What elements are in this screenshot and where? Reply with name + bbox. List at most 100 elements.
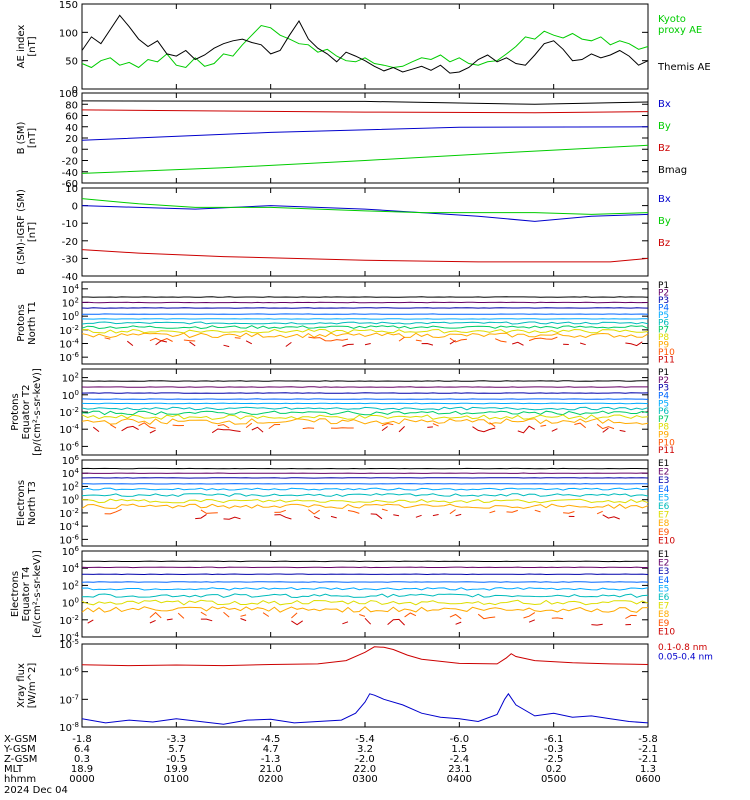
y-tick-label: 100	[62, 389, 79, 402]
flux-line-P8	[81, 414, 649, 420]
flux-line-E9	[506, 509, 518, 513]
legend-entry: Bz	[658, 143, 670, 154]
y-tick-label: 100	[59, 89, 78, 100]
y-axis-label: Equator T4	[21, 567, 32, 622]
series-line-0.1-0.8-nm	[81, 646, 649, 667]
legend-entry: P5	[658, 311, 669, 321]
ephemeris-value: 1.5	[451, 744, 467, 755]
legend-entry: E10	[658, 627, 675, 637]
flux-line-E10	[291, 620, 303, 626]
legend-entry: E2	[658, 559, 669, 569]
legend-entry: Bmag	[658, 165, 687, 176]
flux-line-P10	[574, 422, 587, 429]
flux-line-P10	[138, 422, 156, 429]
series-line-Bz	[81, 109, 649, 114]
y-tick-label: 100	[62, 310, 79, 323]
flux-line-E10	[415, 514, 422, 518]
y-tick-label: 100	[59, 28, 78, 39]
flux-line-P9	[81, 332, 649, 339]
y-axis-label: Xray flux	[16, 663, 27, 708]
ephemeris-value: 0000	[69, 774, 94, 785]
ephemeris-row-label: hhmm	[4, 774, 36, 785]
y-axis-label: [W/m^2]	[27, 663, 38, 709]
y-tick-label: -40	[62, 168, 78, 179]
flux-line-P10	[381, 422, 394, 427]
flux-line-P11	[342, 343, 354, 347]
flux-line-E9	[523, 612, 536, 619]
date-label: 2024 Dec 04	[4, 785, 68, 796]
flux-line-E4	[81, 581, 649, 583]
flux-line-P11	[223, 344, 230, 348]
flux-line-E9	[200, 611, 207, 616]
ephemeris-row-label: Z-GSM	[4, 754, 37, 765]
y-tick-label: 10-2	[59, 507, 79, 520]
panel-frame-peq	[81, 368, 649, 456]
y-tick-label: 10	[65, 184, 78, 195]
legend-entry: P1	[658, 281, 669, 291]
y-axis-label: [nT]	[27, 222, 38, 242]
flux-line-E3	[82, 573, 649, 576]
flux-line-P10	[302, 427, 315, 430]
flux-line-E9	[274, 509, 286, 513]
y-tick-label: 104	[62, 562, 80, 575]
ephemeris-value: -0.3	[544, 744, 564, 755]
y-tick-label: 10-6	[59, 666, 79, 679]
y-axis-label: Electrons	[16, 480, 27, 526]
y-axis-label: [e/(cm²-s-sr-keV)]	[32, 550, 43, 638]
y-tick-label: 104	[62, 283, 80, 296]
ephemeris-value: -4.5	[261, 734, 281, 745]
flux-line-E10	[342, 621, 349, 625]
legend-entry: P9	[658, 341, 669, 351]
legend-entry: E8	[658, 519, 670, 529]
y-tick-label: 10-8	[59, 721, 79, 734]
legend-entry: P7	[658, 326, 669, 336]
flux-line-P11	[551, 428, 558, 432]
flux-line-E10	[274, 514, 292, 520]
flux-line-P10	[540, 424, 547, 427]
flux-line-P10	[495, 338, 507, 343]
legend-entry: Themis AE	[657, 62, 711, 73]
y-axis-label: North T3	[27, 481, 38, 525]
y-tick-label: 40	[65, 123, 78, 134]
legend-entry: P4	[658, 303, 669, 313]
series-line-Bmag	[81, 100, 649, 105]
y-tick-label: 10-6	[59, 351, 79, 364]
ephemeris-row-label: MLT	[4, 764, 24, 775]
flux-line-P11	[211, 428, 241, 434]
ephemeris-value: 0600	[635, 774, 660, 785]
legend-entry: Bz	[658, 238, 670, 249]
ephemeris-value: 0400	[447, 774, 472, 785]
y-tick-label: 106	[62, 545, 80, 558]
y-tick-label: -10	[62, 219, 78, 230]
legend-entry: P8	[658, 423, 669, 433]
flux-line-P11	[364, 343, 371, 346]
legend-entry: P11	[658, 446, 675, 456]
ephemeris-value: -3.3	[167, 734, 187, 745]
legend-entry: P10	[658, 348, 675, 358]
legend-entry: E7	[658, 511, 669, 521]
flux-line-E8	[81, 503, 649, 509]
y-tick-label: 0	[72, 145, 78, 156]
flux-line-P10	[104, 337, 111, 340]
legend-entry: E5	[658, 493, 669, 503]
ephemeris-value: 4.7	[263, 744, 279, 755]
flux-line-P10	[217, 424, 230, 429]
ephemeris-value: 0500	[541, 774, 566, 785]
flux-line-E9	[381, 508, 388, 512]
flux-line-E9	[104, 508, 122, 515]
legend-entry: P3	[658, 296, 669, 306]
flux-line-P10	[110, 424, 117, 429]
flux-line-E9	[404, 612, 417, 618]
legend-entry: By	[658, 216, 671, 227]
legend-entry: proxy AE	[658, 25, 702, 36]
series-line-By	[81, 144, 649, 174]
flux-line-E10	[432, 514, 439, 517]
y-tick-label: 20	[65, 134, 78, 145]
flux-line-E1	[81, 560, 649, 563]
legend-entry: E7	[658, 602, 669, 612]
flux-line-P11	[92, 426, 100, 432]
ephemeris-value: 0.2	[546, 764, 562, 775]
y-tick-label: -30	[62, 254, 78, 265]
ephemeris-value: 5.7	[168, 744, 184, 755]
legend-entry: By	[658, 121, 671, 132]
